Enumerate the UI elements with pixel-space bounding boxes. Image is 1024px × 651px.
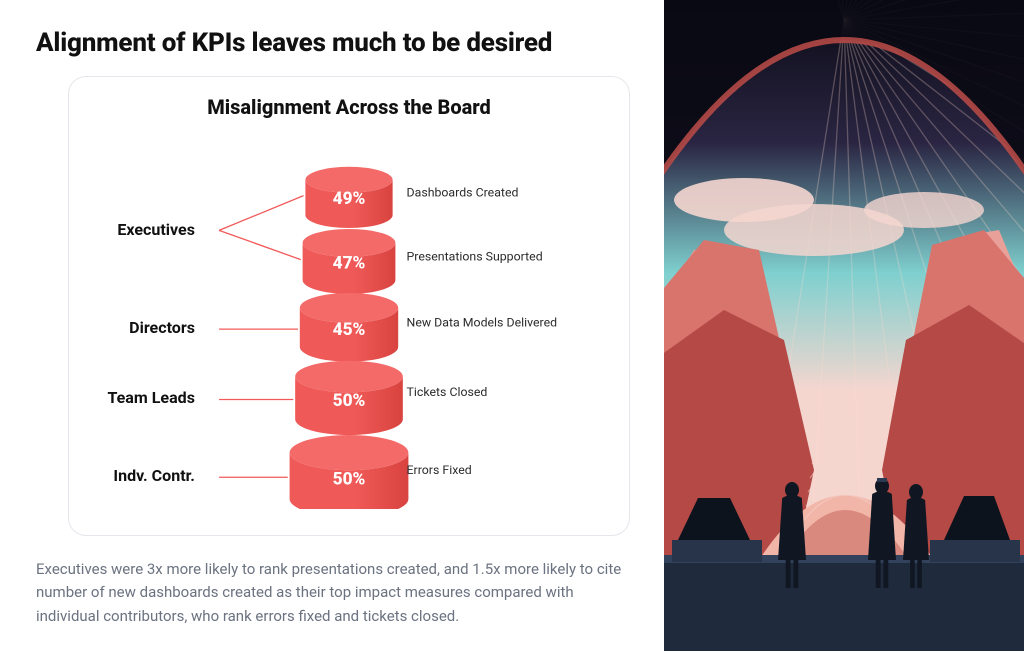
cylinder-value: 47% (333, 253, 366, 273)
chart-card: Misalignment Across the Board 49% Dashboa… (68, 76, 630, 536)
metric-label: Presentations Supported (407, 251, 543, 265)
cylinder-value: 45% (333, 320, 366, 340)
chart-title: Misalignment Across the Board (91, 95, 607, 119)
metric-label: New Data Models Delivered (407, 316, 558, 330)
sidebar-illustration (664, 0, 1024, 651)
kpi-diagram: 49% Dashboards Created 47% Presentations Su… (91, 129, 607, 509)
role-label: Indv. Contr. (113, 466, 195, 485)
page-title: Alignment of KPIs leaves much to be desi… (36, 28, 636, 58)
cylinder-value: 49% (333, 189, 366, 209)
role-label: Directors (129, 318, 195, 337)
cylinder-value: 50% (333, 470, 366, 490)
metric-label: Tickets Closed (407, 386, 488, 400)
caption-text: Executives were 3x more likely to rank p… (36, 558, 636, 628)
cylinder-value: 50% (333, 391, 366, 411)
diagram-svg: 49% Dashboards Created 47% Presentations Su… (91, 129, 607, 509)
landscape-art (664, 0, 1024, 651)
role-label: Team Leads (107, 388, 195, 407)
page: Alignment of KPIs leaves much to be desi… (0, 0, 1024, 651)
metric-label: Dashboards Created (407, 186, 519, 200)
left-column: Alignment of KPIs leaves much to be desi… (0, 0, 664, 651)
metric-label: Errors Fixed (407, 464, 472, 478)
role-label: Executives (117, 220, 195, 239)
